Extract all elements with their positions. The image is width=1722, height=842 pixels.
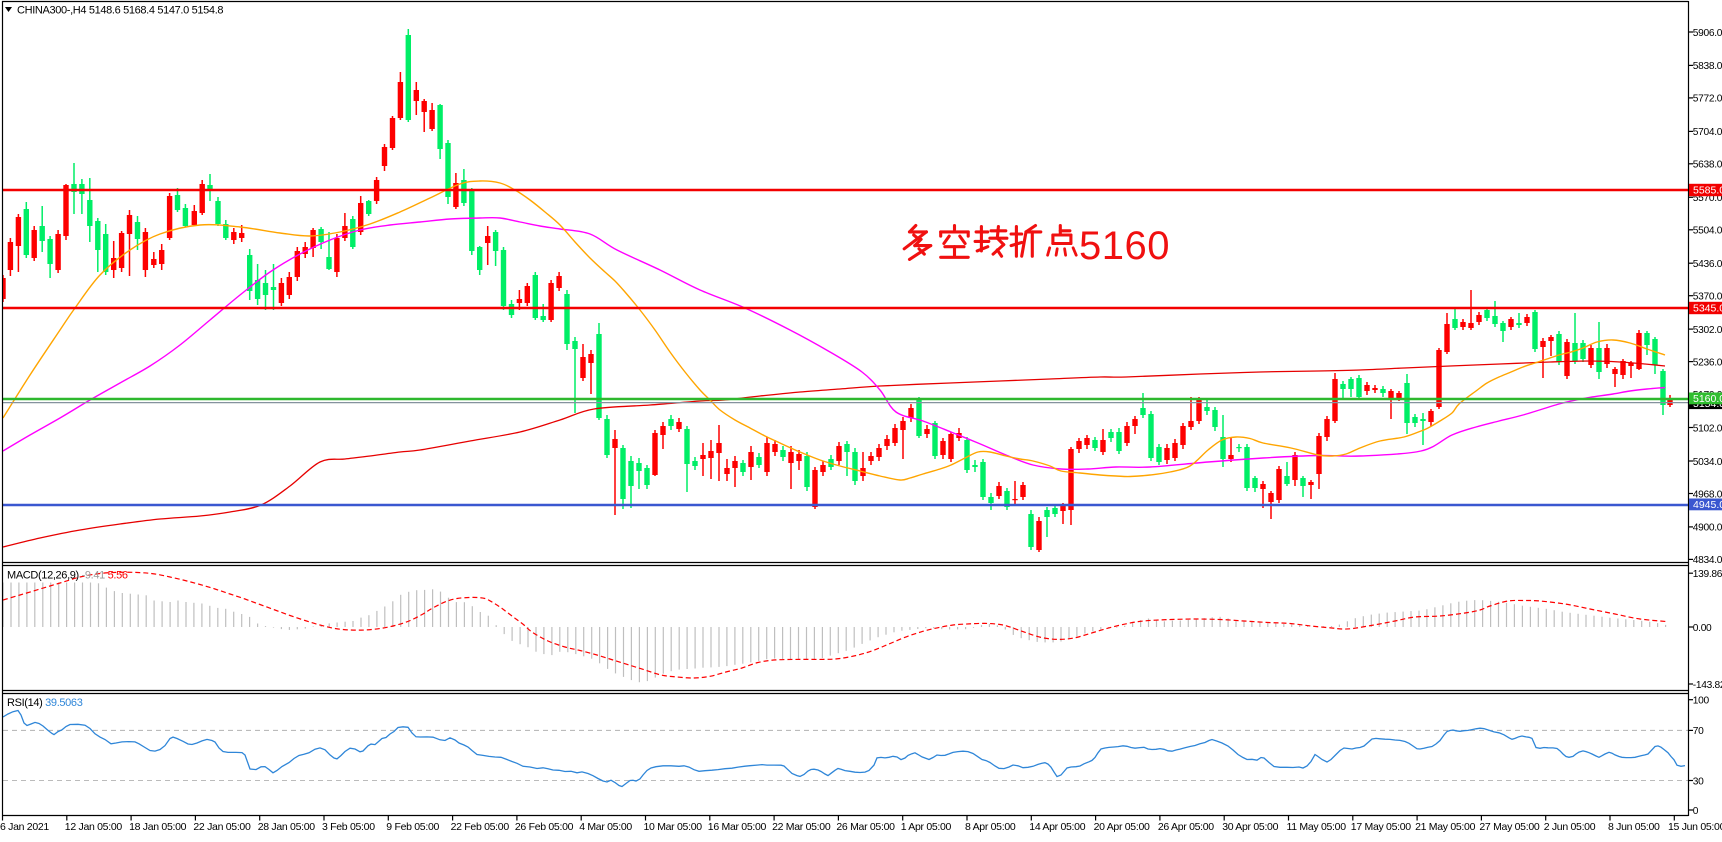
svg-text:30 Apr 05:00: 30 Apr 05:00 xyxy=(1222,821,1278,833)
svg-text:5160: 5160 xyxy=(1079,224,1170,268)
svg-text:8 Jun 05:00: 8 Jun 05:00 xyxy=(1608,821,1660,833)
svg-text:4945.0: 4945.0 xyxy=(1693,499,1722,511)
svg-text:22 Feb 05:00: 22 Feb 05:00 xyxy=(451,821,510,833)
svg-text:5160.0: 5160.0 xyxy=(1693,393,1722,405)
svg-text:10 Mar 05:00: 10 Mar 05:00 xyxy=(644,821,703,833)
svg-text:5302.0: 5302.0 xyxy=(1693,325,1722,336)
svg-text:5034.0: 5034.0 xyxy=(1693,457,1722,468)
svg-text:22 Mar 05:00: 22 Mar 05:00 xyxy=(772,821,831,833)
svg-text:5906.0: 5906.0 xyxy=(1693,28,1722,39)
svg-text:26 Feb 05:00: 26 Feb 05:00 xyxy=(515,821,574,833)
svg-text:CHINA300-,H4 5148.6 5168.4 51: CHINA300-,H4 5148.6 5168.4 5147.0 5154.8 xyxy=(17,5,223,17)
svg-text:3 Feb 05:00: 3 Feb 05:00 xyxy=(322,821,375,833)
svg-text:5436.0: 5436.0 xyxy=(1693,259,1722,270)
svg-text:5570.0: 5570.0 xyxy=(1693,193,1722,204)
svg-text:100: 100 xyxy=(1693,696,1710,707)
svg-text:5102.0: 5102.0 xyxy=(1693,423,1722,434)
svg-text:12 Jan 05:00: 12 Jan 05:00 xyxy=(65,821,123,833)
svg-text:-143.82: -143.82 xyxy=(1693,680,1722,691)
svg-text:21 May 05:00: 21 May 05:00 xyxy=(1415,821,1475,833)
svg-text:5585.0: 5585.0 xyxy=(1693,185,1722,197)
svg-text:1 Apr 05:00: 1 Apr 05:00 xyxy=(901,821,952,833)
svg-text:5838.0: 5838.0 xyxy=(1693,61,1722,72)
svg-text:4834.0: 4834.0 xyxy=(1693,555,1722,566)
svg-text:22 Jan 05:00: 22 Jan 05:00 xyxy=(193,821,251,833)
svg-text:5638.0: 5638.0 xyxy=(1693,160,1722,171)
svg-text:4 Mar 05:00: 4 Mar 05:00 xyxy=(579,821,632,833)
svg-text:2 Jun 05:00: 2 Jun 05:00 xyxy=(1544,821,1596,833)
svg-text:26 Mar 05:00: 26 Mar 05:00 xyxy=(836,821,895,833)
svg-text:5370.0: 5370.0 xyxy=(1693,292,1722,303)
svg-text:RSI(14) 39.5063: RSI(14) 39.5063 xyxy=(7,697,83,709)
svg-text:5345.0: 5345.0 xyxy=(1693,303,1722,315)
svg-text:0.00: 0.00 xyxy=(1693,623,1712,634)
svg-text:18 Jan 05:00: 18 Jan 05:00 xyxy=(129,821,187,833)
svg-text:8 Apr 05:00: 8 Apr 05:00 xyxy=(965,821,1016,833)
svg-text:5236.0: 5236.0 xyxy=(1693,357,1722,368)
svg-text:5704.0: 5704.0 xyxy=(1693,127,1722,138)
svg-text:6 Jan 2021: 6 Jan 2021 xyxy=(0,821,49,833)
svg-text:70: 70 xyxy=(1693,726,1704,737)
svg-text:4900.0: 4900.0 xyxy=(1693,523,1722,534)
svg-text:28 Jan 05:00: 28 Jan 05:00 xyxy=(258,821,316,833)
svg-text:15 Jun 05:00: 15 Jun 05:00 xyxy=(1668,821,1722,833)
svg-text:5504.0: 5504.0 xyxy=(1693,226,1722,237)
svg-text:26 Apr 05:00: 26 Apr 05:00 xyxy=(1158,821,1214,833)
svg-text:30: 30 xyxy=(1693,776,1704,787)
svg-text:17 May 05:00: 17 May 05:00 xyxy=(1351,821,1411,833)
svg-text:MACD(12,26,9) -9.41 5.56: MACD(12,26,9) -9.41 5.56 xyxy=(7,570,128,582)
svg-text:9 Feb 05:00: 9 Feb 05:00 xyxy=(386,821,439,833)
svg-text:5772.0: 5772.0 xyxy=(1693,94,1722,105)
svg-text:4968.0: 4968.0 xyxy=(1693,489,1722,500)
svg-text:14 Apr 05:00: 14 Apr 05:00 xyxy=(1029,821,1085,833)
svg-text:20 Apr 05:00: 20 Apr 05:00 xyxy=(1094,821,1150,833)
svg-text:27 May 05:00: 27 May 05:00 xyxy=(1479,821,1539,833)
svg-text:11 May 05:00: 11 May 05:00 xyxy=(1287,821,1347,833)
svg-text:16 Mar 05:00: 16 Mar 05:00 xyxy=(708,821,767,833)
svg-text:139.86: 139.86 xyxy=(1693,569,1722,580)
svg-text:0: 0 xyxy=(1693,806,1699,817)
